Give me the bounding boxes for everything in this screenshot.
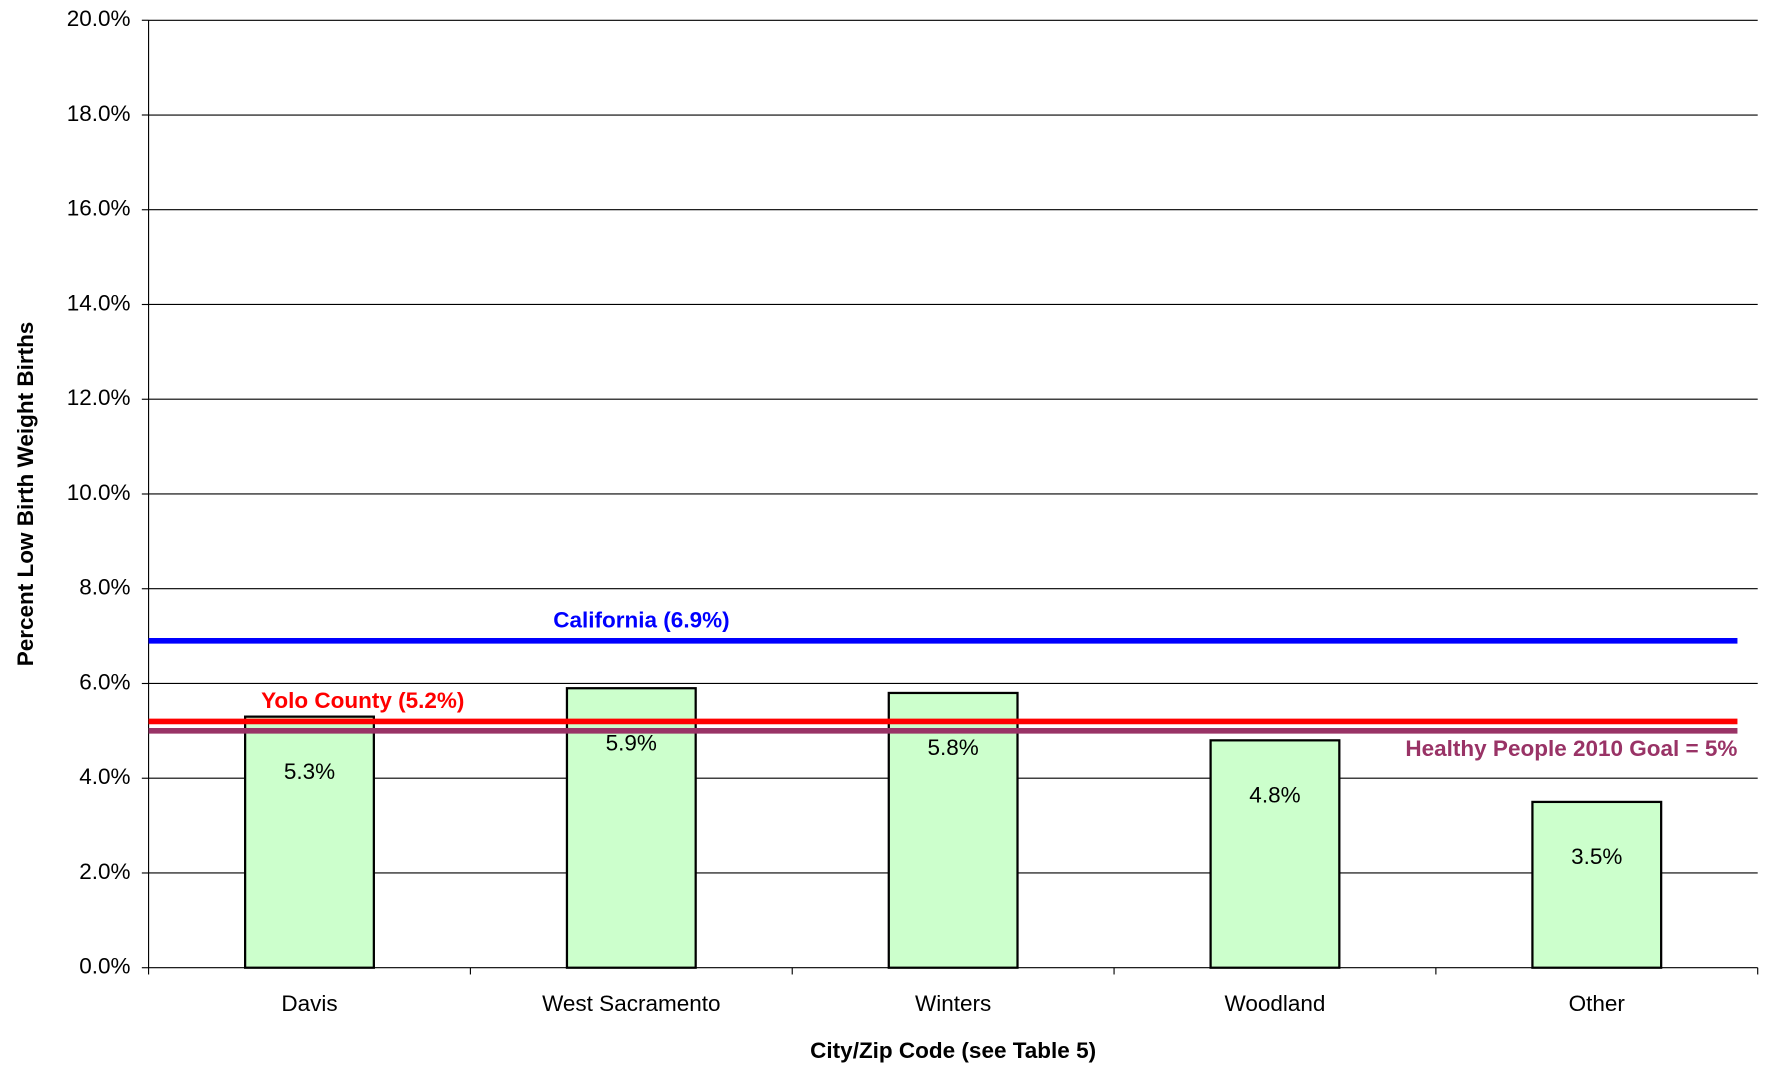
y-tick-label: 4.0%	[79, 764, 130, 789]
y-tick-label: 10.0%	[67, 480, 131, 505]
y-axis-title: Percent Low Birth Weight Births	[13, 322, 38, 667]
y-tick-label: 18.0%	[67, 101, 131, 126]
data-label: 3.5%	[1571, 844, 1622, 869]
x-tick-label: West Sacramento	[542, 991, 720, 1016]
x-tick-label: Davis	[281, 991, 337, 1016]
bar	[1209, 739, 1341, 969]
y-tick-label: 16.0%	[67, 196, 131, 221]
y-tick-label: 6.0%	[79, 669, 130, 694]
y-tick-label: 8.0%	[79, 575, 130, 600]
reference-label: California (6.9%)	[553, 608, 729, 633]
y-tick-label: 20.0%	[67, 6, 131, 31]
x-tick-label: Winters	[915, 991, 991, 1016]
bar	[565, 687, 697, 969]
data-label: 5.8%	[927, 735, 978, 760]
y-tick-label: 12.0%	[67, 385, 131, 410]
y-tick-label: 2.0%	[79, 859, 130, 884]
x-tick-label: Other	[1569, 991, 1626, 1016]
bar	[1531, 800, 1663, 969]
bar	[887, 691, 1019, 969]
x-axis-title: City/Zip Code (see Table 5)	[810, 1038, 1096, 1063]
x-tick-label: Woodland	[1225, 991, 1326, 1016]
bar	[244, 715, 375, 969]
data-label: 4.8%	[1249, 783, 1300, 808]
data-label: 5.3%	[284, 759, 335, 784]
y-tick-label: 14.0%	[67, 290, 131, 315]
reference-label: Yolo County (5.2%)	[261, 688, 464, 713]
reference-label: Healthy People 2010 Goal = 5%	[1405, 736, 1737, 761]
data-label: 5.9%	[606, 730, 657, 755]
y-tick-label: 0.0%	[79, 954, 130, 979]
